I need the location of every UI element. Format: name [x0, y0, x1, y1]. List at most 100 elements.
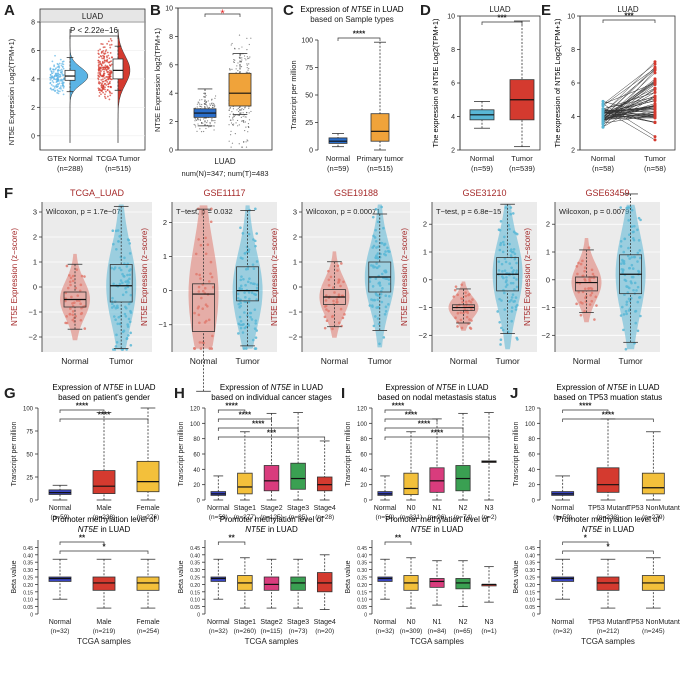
panel-f-point	[380, 300, 384, 304]
panel-f-point	[64, 321, 67, 325]
panel-i-top-sig-bracket	[384, 418, 438, 422]
panel-i-bottom-x-label: Normal	[374, 619, 397, 626]
panel-i-bottom-y-tick-label: 0.25	[357, 576, 367, 582]
panel-f-point	[331, 327, 334, 331]
panel-a-point	[98, 75, 101, 78]
panel-d-y-tick-label: 10	[447, 14, 455, 21]
panel-b-point	[238, 124, 240, 126]
panel-e-pair-line	[602, 68, 656, 107]
panel-b-point	[247, 58, 249, 60]
panel-e-pair-line	[602, 88, 656, 125]
panel-i-bottom-x-label: N3	[485, 619, 494, 626]
panel-h-top-x-label: Stage2	[260, 505, 282, 512]
panel-b-point	[231, 111, 233, 113]
panel-d-y-tick-label: 2	[451, 148, 455, 155]
panel-f-point	[256, 283, 259, 286]
panel-a-point	[106, 95, 109, 98]
panel-b-point	[212, 120, 214, 122]
panel-f-point	[453, 288, 457, 292]
panel-g-top-y-tick-label: 25	[26, 476, 33, 482]
panel-f-point	[83, 275, 86, 278]
panel-b-point	[213, 129, 215, 131]
panel-f-point	[238, 286, 242, 290]
panel-b-point	[212, 104, 214, 106]
panel-e-pair-line	[602, 82, 656, 105]
panel-f-point	[201, 307, 205, 310]
panel-f-point	[342, 280, 345, 284]
panel-f-point	[383, 242, 387, 246]
panel-a-point	[58, 90, 61, 93]
panel-b-point	[209, 122, 211, 124]
panel-f-point	[243, 252, 247, 255]
panel-h-bottom-y-tick-label: 0.35	[190, 561, 200, 567]
panel-i-bottom-title-line2-gene: NT5E	[411, 525, 432, 534]
panel-f-point	[239, 301, 243, 305]
panel-a-violin	[69, 29, 89, 143]
panel-f-point	[209, 260, 213, 264]
panel-e-sig-label: ***	[624, 12, 634, 21]
panel-a-point	[49, 78, 52, 81]
panel-f-point	[375, 262, 378, 265]
panel-b-point	[244, 116, 246, 118]
panel-a-point	[98, 63, 101, 66]
panel-d-y-tick-label: 8	[451, 47, 455, 54]
panel-f-point	[371, 246, 375, 249]
panel-f-y-tick-label: 1	[423, 248, 427, 257]
panel-f-point	[626, 206, 630, 209]
panel-b-point	[242, 112, 244, 114]
panel-f-point	[339, 307, 343, 311]
panel-f-point	[588, 303, 592, 306]
panel-f-point	[462, 304, 466, 308]
panel-f-point	[199, 347, 203, 350]
panel-b-point	[208, 106, 211, 109]
panel-h-bottom-title-line1-part: Promoter methylation level of	[220, 515, 324, 524]
panel-b-point	[198, 102, 200, 104]
panel-a-point	[60, 85, 62, 87]
panel-f-point	[124, 280, 127, 284]
panel-f-point	[83, 327, 87, 330]
panel-f-point	[239, 284, 243, 288]
panel-a-point	[108, 67, 110, 69]
panel-b-y-tick-label: 6	[169, 62, 173, 69]
panel-b-point	[194, 124, 196, 126]
panel-j-top-y-tick-label: 120	[525, 407, 536, 413]
panel-f-point	[128, 277, 131, 281]
panel-a-point	[101, 78, 104, 81]
panel-e-normal-point	[601, 114, 605, 118]
panel-f-point	[583, 269, 586, 273]
panel-a-point	[97, 49, 100, 52]
panel-f-point	[633, 255, 637, 259]
panel-f-point	[121, 281, 124, 285]
panel-b-point	[250, 110, 252, 113]
panel-f-point	[467, 293, 470, 297]
panel-f-point	[66, 286, 70, 290]
panel-a-point	[52, 81, 55, 84]
panel-b-point	[234, 59, 236, 61]
panel-f-point	[383, 312, 387, 316]
panel-f-point	[500, 262, 504, 266]
panel-j-top-title-line1: Expression of NT5E in LUAD	[556, 383, 659, 392]
panel-b-point	[241, 109, 243, 111]
panel-f-point	[378, 342, 381, 346]
panel-f-point	[460, 283, 464, 286]
panel-f-point	[373, 236, 377, 239]
panel-h-bottom-y-tick-label: 0.10	[190, 598, 200, 604]
panel-f-point	[590, 276, 593, 279]
panel-f-point	[378, 284, 382, 287]
panel-f-normal-box	[192, 283, 215, 332]
panel-f-point	[503, 291, 506, 295]
panel-b-point	[238, 143, 240, 145]
panel-f-point	[255, 329, 259, 332]
panel-c-x-label: Normal	[326, 154, 351, 163]
panel-b-chart: 0 2 4 6 8 10 * NT5E Expression log2(TPM+1) LUAD n…	[153, 6, 273, 178]
panel-f-sub-4: GSE31210 T−test, p = 6.8e−15 −2 −1 0 1 2 Normal…	[400, 188, 537, 366]
panel-j-bottom-y-tick-label: 0.15	[525, 590, 535, 596]
panel-g-bottom-x-label: Female	[136, 619, 159, 626]
panel-f-point	[464, 300, 468, 304]
panel-b-point	[232, 117, 234, 119]
panel-f-point	[625, 312, 628, 316]
panel-i-top-y-tick-label: 80	[360, 437, 367, 443]
panel-b-point	[199, 105, 201, 107]
panel-b-point	[238, 48, 240, 50]
